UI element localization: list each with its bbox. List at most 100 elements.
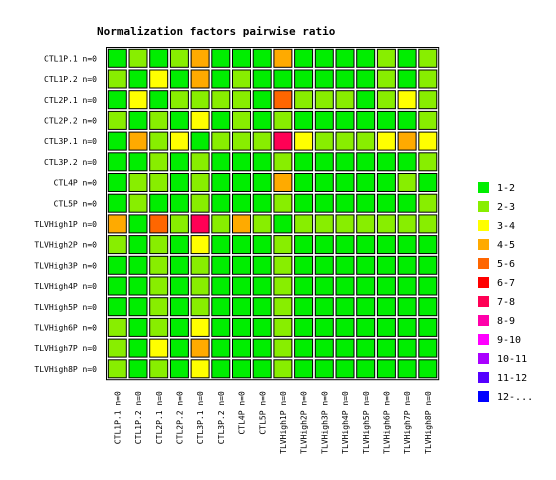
heatmap-cell: [397, 110, 417, 130]
row-label: CTL3P.2 n=0: [44, 158, 97, 167]
heatmap-cell: [418, 131, 438, 151]
heatmap-cell: [232, 255, 251, 275]
column-label: CTL2P.1 n=0: [155, 391, 164, 444]
legend-swatch: [478, 201, 489, 212]
heatmap-cell: [128, 297, 148, 317]
heatmap-cell: [149, 255, 169, 275]
heatmap-cell: [294, 297, 314, 317]
heatmap-cell: [356, 255, 376, 275]
heatmap-cell: [294, 317, 314, 337]
heatmap-cell: [335, 152, 355, 172]
heatmap-cell: [211, 255, 231, 275]
heatmap-cell: [252, 297, 272, 317]
heatmap-cell: [314, 110, 334, 130]
heatmap-cell: [273, 173, 293, 192]
heatmap-cell: [190, 297, 210, 317]
legend-swatch: [478, 372, 489, 383]
heatmap-cell: [356, 359, 376, 379]
heatmap-cell: [107, 173, 127, 192]
heatmap-cell: [376, 173, 396, 192]
heatmap-cell: [418, 152, 438, 172]
heatmap-cell: [294, 90, 314, 110]
heatmap-cell: [397, 297, 417, 317]
heatmap-cell: [294, 359, 314, 379]
heatmap-cell: [107, 317, 127, 337]
heatmap-cell: [294, 110, 314, 130]
column-label: CTL3P.1 n=0: [196, 391, 205, 444]
heatmap-cell: [376, 110, 396, 130]
heatmap-cell: [252, 359, 272, 379]
heatmap-cell: [418, 255, 438, 275]
heatmap-cell: [314, 131, 334, 151]
heatmap-cell: [314, 193, 334, 213]
heatmap-cell: [169, 255, 189, 275]
column-label: TLVHigh6P n=0: [382, 391, 391, 454]
heatmap-cell: [128, 255, 148, 275]
heatmap-cell: [107, 214, 127, 234]
heatmap-cell: [294, 173, 314, 192]
heatmap-cell: [169, 193, 189, 213]
heatmap-cell: [376, 235, 396, 255]
legend-label: 12-...: [497, 392, 533, 403]
heatmap-cell: [190, 173, 210, 192]
row-label: CTL1P.2 n=0: [44, 75, 97, 84]
heatmap-cell: [397, 48, 417, 68]
heatmap-cell: [397, 235, 417, 255]
heatmap-cell: [149, 214, 169, 234]
legend-swatch: [478, 277, 489, 288]
heatmap-cell: [376, 69, 396, 89]
heatmap-cell: [211, 152, 231, 172]
column-label: CTL5P n=0: [258, 391, 267, 435]
heatmap-cell: [376, 359, 396, 379]
heatmap-cell: [211, 110, 231, 130]
heatmap-cell: [128, 90, 148, 110]
heatmap-cell: [335, 276, 355, 296]
heatmap-cell: [169, 48, 189, 68]
legend-swatch: [478, 258, 489, 269]
heatmap-cell: [294, 338, 314, 358]
heatmap-cell: [273, 69, 293, 89]
heatmap-cell: [356, 297, 376, 317]
heatmap-cell: [376, 297, 396, 317]
heatmap-cell: [169, 173, 189, 192]
heatmap-cell: [107, 276, 127, 296]
heatmap-cell: [376, 338, 396, 358]
heatmap-cell: [252, 193, 272, 213]
heatmap-cell: [252, 276, 272, 296]
row-label: CTL1P.1 n=0: [44, 54, 97, 63]
heatmap-cell: [335, 317, 355, 337]
heatmap-cell: [107, 110, 127, 130]
row-label: TLVHigh5P n=0: [34, 303, 97, 312]
heatmap-cell: [190, 110, 210, 130]
heatmap-cell: [149, 69, 169, 89]
heatmap-cell: [356, 193, 376, 213]
heatmap-cell: [169, 338, 189, 358]
heatmap-cell: [273, 297, 293, 317]
column-label: CTL1P.1 n=0: [113, 391, 122, 444]
heatmap-cell: [190, 276, 210, 296]
row-label: CTL5P n=0: [54, 199, 98, 208]
heatmap-cell: [107, 297, 127, 317]
heatmap-cell: [211, 359, 231, 379]
heatmap-cell: [128, 110, 148, 130]
legend-label: 4-5: [497, 240, 515, 251]
heatmap-cell: [418, 193, 438, 213]
legend-swatch: [478, 239, 489, 250]
heatmap-cell: [232, 338, 251, 358]
heatmap-cell: [190, 338, 210, 358]
heatmap-cell: [356, 214, 376, 234]
heatmap-cell: [294, 152, 314, 172]
heatmap-cell: [211, 317, 231, 337]
heatmap-cell: [211, 131, 231, 151]
heatmap-cell: [273, 48, 293, 68]
heatmap-cell: [232, 317, 251, 337]
matrix-frame: [106, 47, 440, 381]
heatmap-cell: [356, 235, 376, 255]
heatmap-cell: [314, 359, 334, 379]
heatmap-cell: [376, 276, 396, 296]
heatmap-cell: [376, 214, 396, 234]
column-label: CTL3P.2 n=0: [217, 391, 226, 444]
heatmap-cell: [273, 255, 293, 275]
heatmap-cell: [418, 235, 438, 255]
column-label: CTL1P.2 n=0: [134, 391, 143, 444]
